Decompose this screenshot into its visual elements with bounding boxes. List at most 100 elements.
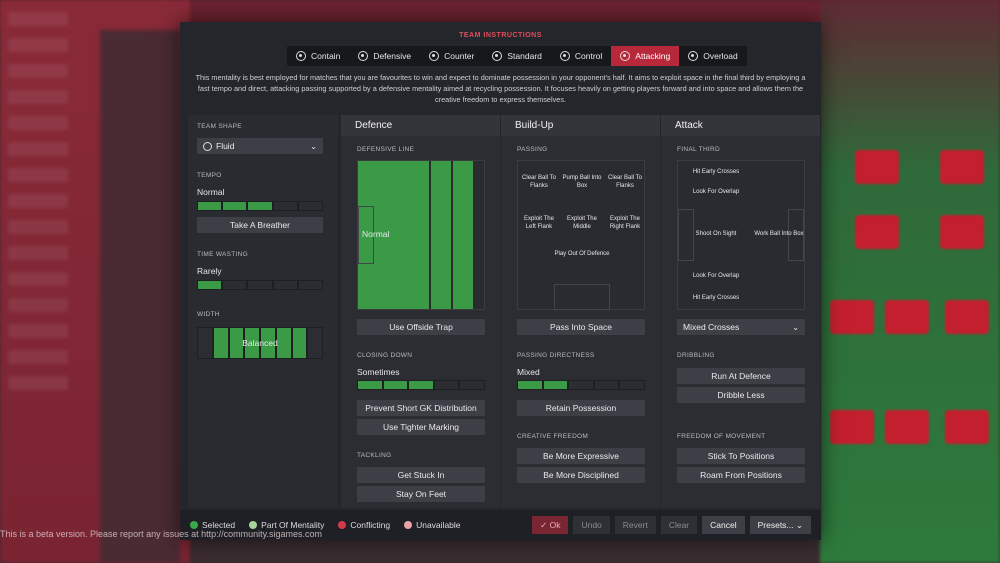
- conflicting-dot-icon: [338, 521, 347, 529]
- level-segment[interactable]: [460, 381, 484, 389]
- ok-button[interactable]: ✓ Ok: [532, 516, 569, 534]
- be-more-expressive-button[interactable]: Be More Expressive: [517, 448, 645, 464]
- contain-icon: [296, 51, 306, 61]
- level-segment[interactable]: [223, 281, 247, 289]
- zone-play-out-of-defence[interactable]: Play Out Of Defence: [554, 251, 610, 257]
- width-value: Balanced: [242, 338, 278, 348]
- get-stuck-in-button[interactable]: Get Stuck In: [357, 467, 485, 483]
- overload-icon: [688, 51, 699, 61]
- level-segment[interactable]: [198, 202, 222, 210]
- closing-down-bar[interactable]: [357, 380, 485, 390]
- dialog-footer: Selected Part Of Mentality Conflicting U…: [180, 510, 821, 540]
- dribble-less-button[interactable]: Dribble Less: [677, 387, 805, 403]
- zone-hit-early-crosses-top[interactable]: Hit Early Crosses: [692, 169, 740, 175]
- team-shape-dropdown[interactable]: Fluid ⌄: [197, 138, 323, 154]
- final-third-pitch: Hit Early Crosses Look For Overlap Shoot…: [677, 160, 805, 310]
- passing-label: PASSING: [517, 146, 548, 153]
- level-segment[interactable]: [518, 381, 542, 389]
- level-segment[interactable]: [273, 281, 297, 289]
- tab-counter[interactable]: Counter: [420, 46, 483, 66]
- level-segment[interactable]: [298, 281, 323, 289]
- presets-button[interactable]: Presets... ⌄: [749, 516, 811, 534]
- clear-button[interactable]: Clear: [660, 516, 698, 534]
- level-segment[interactable]: [620, 381, 644, 389]
- zone-pump-ball-into-box[interactable]: Pump Ball Into Box: [562, 175, 602, 189]
- attack-column: Attack FINAL THIRD Hit Early Crosses Loo…: [661, 115, 820, 508]
- zone-exploit-left-flank[interactable]: Exploit The Left Flank: [524, 216, 554, 230]
- width-selector[interactable]: [197, 327, 323, 359]
- zone-look-for-overlap-top[interactable]: Look For Overlap: [692, 189, 740, 195]
- tempo-bar[interactable]: [197, 201, 323, 211]
- level-segment[interactable]: [273, 202, 297, 210]
- level-segment[interactable]: [383, 381, 408, 389]
- retain-possession-button[interactable]: Retain Possession: [517, 400, 645, 416]
- level-segment[interactable]: [298, 202, 323, 210]
- level-segment[interactable]: [198, 281, 222, 289]
- team-instructions-dialog: TEAM INSTRUCTIONS Contain Defensive Coun…: [180, 22, 821, 540]
- cancel-button[interactable]: Cancel: [702, 516, 745, 534]
- undo-button[interactable]: Undo: [573, 516, 610, 534]
- time-wasting-bar[interactable]: [197, 280, 323, 290]
- tab-attacking[interactable]: Attacking: [611, 46, 680, 66]
- defensive-line-value: Normal: [362, 229, 390, 239]
- level-segment[interactable]: [594, 381, 619, 389]
- level-segment[interactable]: [248, 202, 272, 210]
- legend-conflicting: Conflicting: [338, 520, 390, 530]
- passing-directness-bar[interactable]: [517, 380, 645, 390]
- freedom-of-movement-label: FREEDOM OF MOVEMENT: [677, 433, 766, 440]
- legend-part-of-mentality: Part Of Mentality: [249, 520, 324, 530]
- zone-hit-early-crosses-bottom[interactable]: Hit Early Crosses: [692, 295, 740, 301]
- level-segment[interactable]: [569, 381, 593, 389]
- use-tighter-marking-button[interactable]: Use Tighter Marking: [357, 419, 485, 435]
- defence-column: Defence DEFENSIVE LINE Normal Use Offsid…: [341, 115, 500, 508]
- tab-standard[interactable]: Standard: [483, 46, 551, 66]
- zone-clear-ball-left[interactable]: Clear Ball To Flanks: [522, 175, 556, 189]
- background-panel: [100, 30, 180, 563]
- use-offside-trap-button[interactable]: Use Offside Trap: [357, 319, 485, 335]
- width-label: WIDTH: [197, 311, 220, 318]
- tab-control[interactable]: Control: [551, 46, 611, 66]
- fluid-icon: [203, 141, 212, 151]
- pass-into-space-button[interactable]: Pass Into Space: [517, 319, 645, 335]
- level-segment[interactable]: [434, 381, 459, 389]
- closing-down-label: CLOSING DOWN: [357, 352, 413, 359]
- crossing-dropdown[interactable]: Mixed Crosses ⌄: [677, 319, 805, 335]
- defence-header: Defence: [341, 115, 500, 136]
- take-a-breather-button[interactable]: Take A Breather: [197, 217, 323, 233]
- part-of-mentality-dot-icon: [249, 521, 258, 529]
- zone-work-ball-into-box[interactable]: Work Ball Into Box: [754, 231, 804, 237]
- closing-down-value: Sometimes: [357, 367, 400, 377]
- roam-from-positions-button[interactable]: Roam From Positions: [677, 467, 805, 483]
- zone-exploit-middle[interactable]: Exploit The Middle: [567, 216, 597, 230]
- defensive-line-pitch[interactable]: Normal: [357, 160, 485, 310]
- control-icon: [559, 51, 570, 61]
- tab-overload[interactable]: Overload: [679, 46, 747, 66]
- stick-to-positions-button[interactable]: Stick To Positions: [677, 448, 805, 464]
- buildup-column: Build-Up PASSING Clear Ball To Flanks Pu…: [501, 115, 660, 508]
- tab-defensive[interactable]: Defensive: [349, 46, 420, 66]
- zone-exploit-right-flank[interactable]: Exploit The Right Flank: [609, 216, 641, 230]
- team-shape-label: TEAM SHAPE: [197, 123, 242, 130]
- passing-pitch: Clear Ball To Flanks Pump Ball Into Box …: [517, 160, 645, 310]
- level-segment[interactable]: [223, 202, 247, 210]
- revert-button[interactable]: Revert: [614, 516, 656, 534]
- zone-clear-ball-right[interactable]: Clear Ball To Flanks: [608, 175, 642, 189]
- level-segment[interactable]: [248, 281, 272, 289]
- stay-on-feet-button[interactable]: Stay On Feet: [357, 486, 485, 502]
- tab-contain[interactable]: Contain: [287, 46, 349, 66]
- level-segment[interactable]: [358, 381, 382, 389]
- level-segment[interactable]: [409, 381, 433, 389]
- standard-icon: [492, 51, 503, 61]
- be-more-disciplined-button[interactable]: Be More Disciplined: [517, 467, 645, 483]
- attack-header: Attack: [661, 115, 820, 136]
- time-wasting-label: TIME WASTING: [197, 251, 249, 258]
- zone-look-for-overlap-bottom[interactable]: Look For Overlap: [692, 273, 740, 279]
- defensive-icon: [358, 51, 369, 61]
- prevent-short-gk-distribution-button[interactable]: Prevent Short GK Distribution: [357, 400, 485, 416]
- run-at-defence-button[interactable]: Run At Defence: [677, 368, 805, 384]
- zone-shoot-on-sight[interactable]: Shoot On Sight: [695, 231, 737, 237]
- selected-dot-icon: [190, 521, 198, 529]
- mentality-tabs: Contain Defensive Counter Standard Contr…: [287, 46, 747, 66]
- legend-unavailable: Unavailable: [404, 520, 461, 530]
- level-segment[interactable]: [543, 381, 568, 389]
